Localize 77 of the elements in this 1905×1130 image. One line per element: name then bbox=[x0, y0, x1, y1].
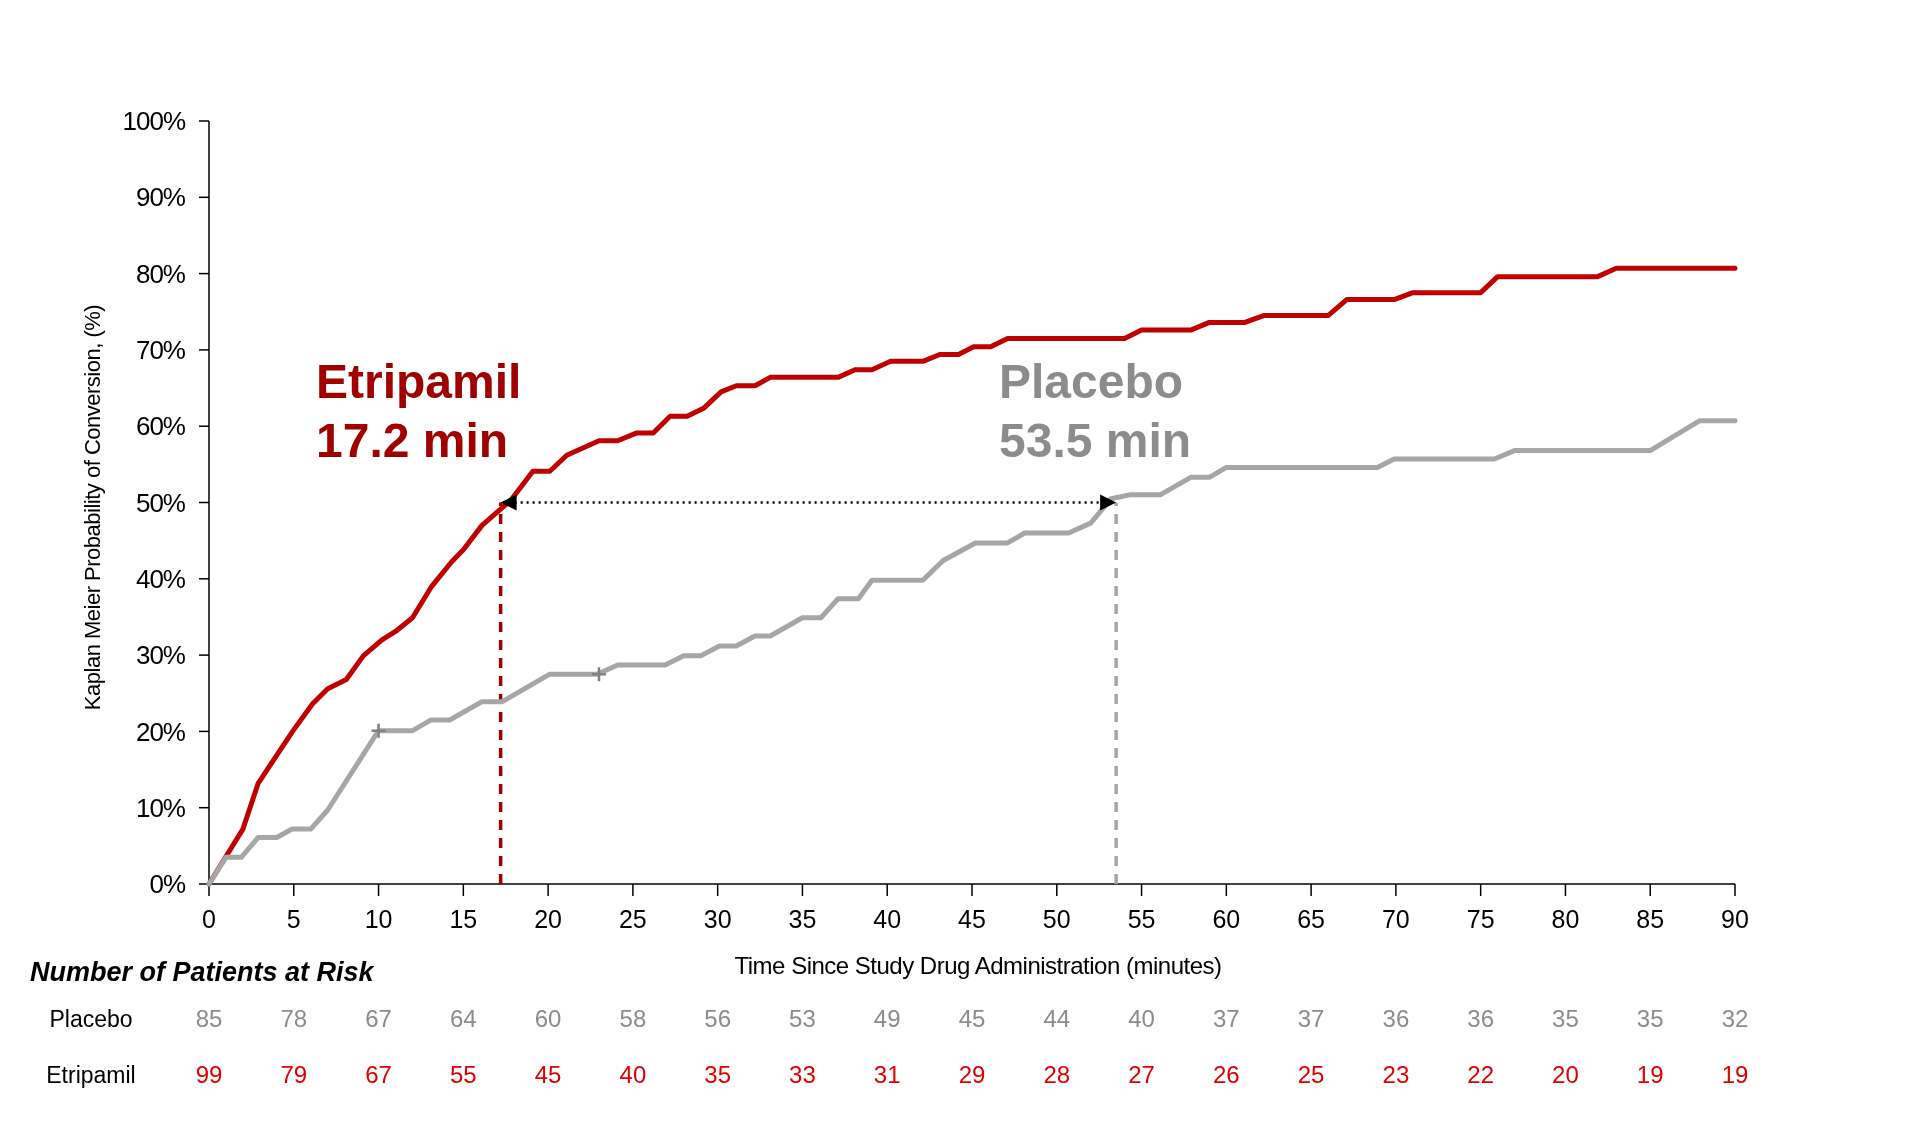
x-tick-label: 90 bbox=[1721, 905, 1749, 933]
text: 36 bbox=[1382, 1005, 1410, 1032]
text: Number of Patients at Risk bbox=[30, 957, 376, 987]
y-tick-label: 90% bbox=[135, 182, 186, 213]
y-tick-label: 80% bbox=[135, 258, 186, 289]
x-tick-label: 40 bbox=[873, 905, 902, 933]
text: 60 bbox=[534, 1005, 562, 1032]
text: 53 bbox=[789, 1005, 816, 1032]
annotation: 53.5 min bbox=[999, 414, 1192, 467]
text: 99 bbox=[195, 1061, 223, 1088]
text: 35 bbox=[1552, 1005, 1579, 1032]
text: 40 bbox=[1128, 1005, 1155, 1032]
y-tick-label: 10% bbox=[135, 792, 186, 823]
y-tick-label: 100% bbox=[122, 106, 186, 137]
text: 37 bbox=[1297, 1005, 1325, 1032]
y-axis-title: Kaplan Meier Probability of Conversion, (%) bbox=[80, 304, 105, 711]
text: 67 bbox=[365, 1061, 392, 1088]
text: 37 bbox=[1212, 1005, 1240, 1032]
x-tick-label: 5 bbox=[286, 905, 301, 933]
text: Etripamil bbox=[46, 1062, 136, 1088]
y-tick-label: 0% bbox=[149, 869, 186, 900]
text: 28 bbox=[1043, 1061, 1071, 1088]
text: 78 bbox=[280, 1005, 308, 1032]
text: 25 bbox=[1297, 1061, 1325, 1088]
x-tick-label: 45 bbox=[958, 905, 986, 933]
text: 29 bbox=[958, 1061, 986, 1088]
text: 20 bbox=[1552, 1061, 1579, 1088]
text: 31 bbox=[873, 1061, 901, 1088]
text: Placebo bbox=[49, 1006, 133, 1032]
text: 55 bbox=[449, 1061, 477, 1088]
text: 44 bbox=[1043, 1005, 1071, 1032]
text: 79 bbox=[280, 1061, 308, 1088]
x-tick-label: 0 bbox=[202, 905, 216, 933]
text: 40 bbox=[619, 1061, 647, 1088]
text: 58 bbox=[619, 1005, 647, 1032]
y-tick-label: 60% bbox=[135, 411, 186, 442]
text: 23 bbox=[1382, 1061, 1410, 1088]
text: 45 bbox=[534, 1061, 562, 1088]
text: 33 bbox=[789, 1061, 816, 1088]
x-tick-label: 10 bbox=[364, 905, 393, 933]
y-tick-label: 70% bbox=[135, 335, 186, 365]
series-label: Placebo bbox=[999, 355, 1184, 408]
text: 49 bbox=[873, 1005, 901, 1032]
x-tick-label: 20 bbox=[534, 905, 563, 933]
y-tick-label: 50% bbox=[135, 487, 186, 518]
text: 85 bbox=[195, 1005, 223, 1032]
x-tick-label: 60 bbox=[1212, 905, 1241, 933]
text: 36 bbox=[1467, 1005, 1495, 1032]
x-tick-label: 25 bbox=[618, 905, 647, 933]
x-tick-label: 15 bbox=[449, 905, 478, 933]
annotation: 17.2 min bbox=[316, 414, 509, 467]
x-tick-label: 50 bbox=[1042, 905, 1071, 933]
x-tick-label: 85 bbox=[1636, 905, 1665, 933]
text: 26 bbox=[1212, 1061, 1240, 1088]
x-tick-label: 55 bbox=[1127, 905, 1156, 933]
text: 32 bbox=[1721, 1005, 1749, 1032]
text: 35 bbox=[704, 1061, 732, 1088]
x-tick-label: 65 bbox=[1297, 905, 1326, 933]
text: 19 bbox=[1636, 1061, 1664, 1088]
x-tick-label: 35 bbox=[788, 905, 817, 933]
x-axis-title: Time Since Study Drug Administration (minutes) bbox=[734, 952, 1222, 979]
series-label: Etripamil bbox=[316, 355, 522, 408]
x-tick-label: 80 bbox=[1551, 905, 1580, 933]
x-tick-label: 75 bbox=[1466, 905, 1495, 933]
text: 22 bbox=[1467, 1061, 1495, 1088]
text: 19 bbox=[1721, 1061, 1749, 1088]
text: 56 bbox=[704, 1005, 732, 1032]
text: 64 bbox=[449, 1005, 477, 1032]
x-tick-label: 70 bbox=[1381, 905, 1410, 933]
text: 27 bbox=[1128, 1061, 1155, 1088]
y-tick-label: 20% bbox=[135, 716, 186, 747]
x-tick-label: 30 bbox=[703, 905, 732, 933]
y-tick-label: 30% bbox=[135, 640, 186, 671]
text: 35 bbox=[1636, 1005, 1664, 1032]
y-tick-label: 40% bbox=[135, 563, 186, 594]
text: 45 bbox=[958, 1005, 986, 1032]
text: 67 bbox=[365, 1005, 392, 1032]
